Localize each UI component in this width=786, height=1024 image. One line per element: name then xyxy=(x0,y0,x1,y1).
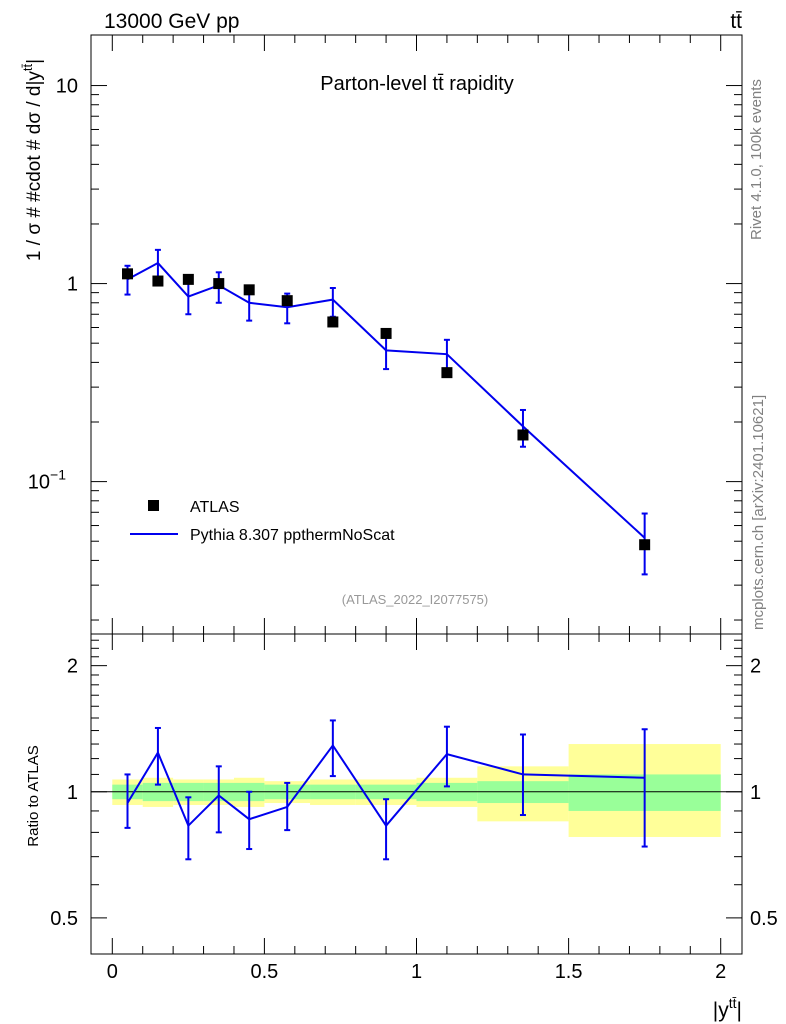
x-tick-label: 1.5 xyxy=(555,961,583,983)
data-point xyxy=(152,275,164,287)
x-axis-title-end: | xyxy=(737,999,742,1022)
rivet-label: Rivet 4.1.0, 100k events xyxy=(748,79,765,240)
data-point xyxy=(639,539,651,551)
ratio-panel-frame xyxy=(90,633,743,955)
ratio-y-tick-label: 0.5 xyxy=(50,908,78,930)
x-tick-label: 0.5 xyxy=(250,961,278,983)
energy-label: 13000 GeV pp xyxy=(104,10,239,33)
data-point xyxy=(122,268,134,280)
ratio-y-tick-label: 2 xyxy=(67,656,78,678)
ratio-mc-series xyxy=(124,719,648,861)
main-y-tick-label: 10 xyxy=(56,76,78,98)
x-axis-title-main: |y xyxy=(713,999,729,1022)
data-point xyxy=(182,273,194,285)
process-label: tt̄ xyxy=(730,10,742,33)
mc-series xyxy=(124,248,648,576)
x-axis-title: |ytt̄| xyxy=(713,995,742,1022)
legend: ATLAS Pythia 8.307 ppthermNoScat xyxy=(130,499,395,544)
data-point xyxy=(281,295,293,307)
ratio-y-tick-label-right: 1 xyxy=(750,782,761,804)
ratio-y-tick-label-right: 2 xyxy=(750,656,761,678)
main-y-tick-label: 1 xyxy=(67,274,78,296)
mcplots-label: mcplots.cern.ch [arXiv:2401.10621] xyxy=(750,395,767,630)
data-point xyxy=(327,316,339,328)
x-axis-title-sup: tt̄ xyxy=(729,995,737,1011)
main-y-axis-title: 1 / σ # #cdot # dσ / d|ytt̄| xyxy=(20,59,45,261)
data-series xyxy=(122,268,651,551)
data-point xyxy=(213,278,225,290)
ratio-y-tick-label-right: 0.5 xyxy=(750,908,778,930)
mc-line xyxy=(127,261,646,539)
x-tick-label: 1 xyxy=(411,961,422,983)
main-y-axis-title-end: | xyxy=(24,59,45,64)
main-axis-ticks xyxy=(91,35,742,634)
main-y-tick-label: 10−1 xyxy=(28,467,66,494)
main-y-tick-label-base: 10 xyxy=(56,76,78,98)
ratio-y-tick-label: 1 xyxy=(67,782,78,804)
legend-marker-atlas xyxy=(148,500,159,511)
main-y-axis-title-sup: tt̄ xyxy=(20,63,35,71)
ratio-axis-ticks xyxy=(91,634,742,954)
data-point xyxy=(243,284,255,296)
main-y-axis-title-text: 1 / σ # #cdot # dσ / d|y xyxy=(24,71,45,261)
ratio-y-tick-labels: 0.5 0.5 1 1 2 2 xyxy=(50,656,778,930)
main-y-tick-label-base: 1 xyxy=(67,274,78,296)
x-tick-label: 2 xyxy=(715,961,726,983)
main-title: Parton-level tt̄ rapidity xyxy=(320,73,513,95)
main-y-tick-label-base: 10 xyxy=(28,472,50,494)
reference-label: (ATLAS_2022_I2077575) xyxy=(342,592,488,607)
data-point xyxy=(380,327,392,339)
legend-label-pythia: Pythia 8.307 ppthermNoScat xyxy=(190,527,395,544)
data-point xyxy=(441,367,453,379)
ratio-y-axis-title: Ratio to ATLAS xyxy=(25,745,42,846)
main-y-tick-label-exp: −1 xyxy=(50,467,66,483)
x-tick-label: 0 xyxy=(107,961,118,983)
data-point xyxy=(517,429,529,441)
legend-label-atlas: ATLAS xyxy=(190,499,240,516)
x-tick-labels: 0 0.5 1 1.5 2 xyxy=(107,961,727,983)
